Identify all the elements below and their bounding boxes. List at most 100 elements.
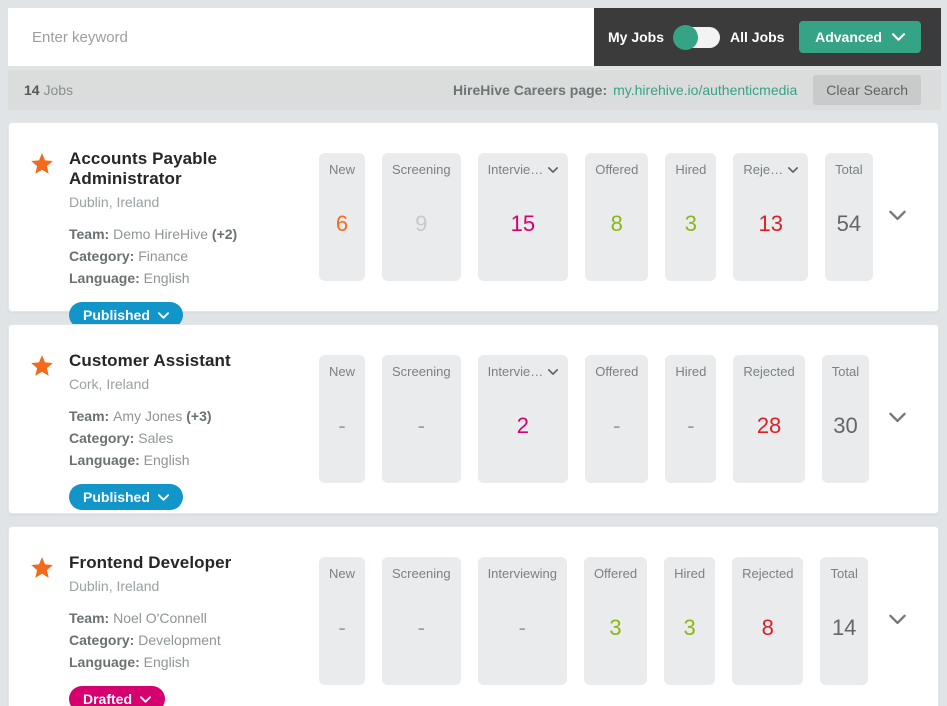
job-category-line: Category: Development xyxy=(69,629,319,651)
chevron-down-icon[interactable] xyxy=(788,166,799,173)
stage-count: 15 xyxy=(510,211,536,236)
advanced-search-button[interactable]: Advanced xyxy=(799,21,921,53)
stage-label: Hired xyxy=(674,566,706,581)
stage-header: Screening xyxy=(392,364,451,379)
stage-column[interactable]: Hired 3 xyxy=(664,557,716,685)
expand-job-chevron-down-icon[interactable] xyxy=(885,204,910,227)
stage-column[interactable]: Hired 3 xyxy=(665,153,717,281)
stage-label: Total xyxy=(830,566,858,581)
chevron-down-icon xyxy=(892,33,905,41)
stage-label: Rejected xyxy=(742,566,794,581)
stage-column[interactable]: Total 14 xyxy=(820,557,868,685)
job-category-line: Category: Sales xyxy=(69,427,319,449)
stage-column[interactable]: New 6 xyxy=(319,153,366,281)
careers-page-label: HireHive Careers page: xyxy=(453,82,608,98)
stage-label: Rejected xyxy=(743,364,795,379)
stage-column[interactable]: Intervie… 15 xyxy=(477,153,569,281)
stage-label: Total xyxy=(831,364,860,379)
stage-column[interactable]: Screening 9 xyxy=(382,153,461,281)
my-jobs-label: My Jobs xyxy=(608,29,665,45)
expand-job-chevron-down-icon[interactable] xyxy=(885,406,910,429)
clear-search-button[interactable]: Clear Search xyxy=(813,75,921,105)
stage-header: Hired xyxy=(675,364,706,379)
stage-count: 3 xyxy=(609,615,622,640)
all-jobs-label: All Jobs xyxy=(730,29,785,45)
stage-column[interactable]: Offered - xyxy=(585,355,649,483)
language-value: English xyxy=(143,452,190,468)
status-badge[interactable]: Published xyxy=(69,484,183,510)
team-value: Amy Jones xyxy=(113,408,187,424)
stage-label: Offered xyxy=(595,364,639,379)
job-list: Accounts Payable Administrator Dublin, I… xyxy=(8,122,941,706)
job-language-line: Language: English xyxy=(69,449,319,471)
my-jobs-all-jobs-toggle[interactable] xyxy=(673,24,721,50)
job-meta: Team: Demo HireHive (+2) Category: Finan… xyxy=(69,223,319,289)
stage-column[interactable]: Offered 8 xyxy=(585,153,649,281)
job-info: Frontend Developer Dublin, Ireland Team:… xyxy=(55,553,319,706)
careers-page-info: HireHive Careers page: my.hirehive.io/au… xyxy=(453,82,797,98)
star-icon[interactable] xyxy=(29,151,55,182)
category-value: Sales xyxy=(138,430,174,446)
stage-label: Hired xyxy=(675,162,707,177)
stage-column[interactable]: Reje… 13 xyxy=(733,153,809,281)
stage-column[interactable]: Intervie… 2 xyxy=(477,355,569,483)
team-label: Team: xyxy=(69,408,114,424)
stage-label: Offered xyxy=(593,566,638,581)
stage-column[interactable]: Offered 3 xyxy=(583,557,648,685)
chevron-down-icon xyxy=(157,493,169,501)
stage-count: - xyxy=(338,615,346,640)
team-extra: (+2) xyxy=(211,226,238,242)
stage-column[interactable]: Total 30 xyxy=(821,355,870,483)
job-title[interactable]: Customer Assistant xyxy=(69,351,231,370)
stage-count: 8 xyxy=(610,211,623,236)
pipeline-stages: New - Screening - Intervie… 2 Offered - … xyxy=(319,355,870,483)
stage-count: - xyxy=(417,413,425,438)
search-input[interactable] xyxy=(8,8,594,66)
stage-header: Screening xyxy=(392,162,451,177)
jobs-filter-toggle-group: My Jobs All Jobs xyxy=(608,24,785,50)
star-icon[interactable] xyxy=(29,353,55,384)
stage-header: Offered xyxy=(595,364,638,379)
stage-label: Offered xyxy=(595,162,639,177)
language-label: Language: xyxy=(69,452,144,468)
job-category-line: Category: Finance xyxy=(69,245,319,267)
stage-count: 3 xyxy=(684,211,697,236)
stage-header: Offered xyxy=(595,162,638,177)
stage-count: 13 xyxy=(758,211,784,236)
star-icon[interactable] xyxy=(29,555,55,586)
chevron-down-icon xyxy=(140,695,152,703)
chevron-down-icon[interactable] xyxy=(548,166,559,173)
jobs-count: 14 Jobs xyxy=(24,82,74,98)
category-value: Finance xyxy=(138,248,189,264)
stage-count: 3 xyxy=(683,615,696,640)
stage-header: Total xyxy=(830,566,857,581)
job-team-line: Team: Noel O'Connell xyxy=(69,607,319,629)
careers-page-link[interactable]: my.hirehive.io/authenticmedia xyxy=(613,82,798,98)
status-badge[interactable]: Published xyxy=(69,302,183,328)
job-card: Accounts Payable Administrator Dublin, I… xyxy=(8,122,939,328)
stage-column[interactable]: Rejected 28 xyxy=(733,355,805,483)
job-card: Frontend Developer Dublin, Ireland Team:… xyxy=(8,526,939,706)
job-title[interactable]: Frontend Developer xyxy=(69,553,232,572)
stage-column[interactable]: Total 54 xyxy=(825,153,873,281)
job-info: Accounts Payable Administrator Dublin, I… xyxy=(55,149,319,328)
stage-column[interactable]: Rejected 8 xyxy=(732,557,804,685)
stage-column[interactable]: Interviewing - xyxy=(477,557,567,685)
job-meta: Team: Amy Jones (+3) Category: Sales Lan… xyxy=(69,405,319,471)
job-title[interactable]: Accounts Payable Administrator xyxy=(69,149,218,188)
stage-header: New xyxy=(329,566,355,581)
expand-job-chevron-down-icon[interactable] xyxy=(885,608,910,631)
stage-count: 30 xyxy=(833,413,858,438)
stage-column[interactable]: Hired - xyxy=(665,355,717,483)
stage-column[interactable]: New - xyxy=(319,355,366,483)
stage-column[interactable]: New - xyxy=(319,557,366,685)
stage-header: Interviewing xyxy=(488,566,557,581)
stage-column[interactable]: Screening - xyxy=(382,557,461,685)
job-team-line: Team: Demo HireHive (+2) xyxy=(69,223,319,245)
status-badge[interactable]: Drafted xyxy=(69,686,166,706)
stage-count: - xyxy=(338,413,346,438)
stage-column[interactable]: Screening - xyxy=(382,355,461,483)
job-language-line: Language: English xyxy=(69,651,319,673)
chevron-down-icon[interactable] xyxy=(548,368,559,375)
